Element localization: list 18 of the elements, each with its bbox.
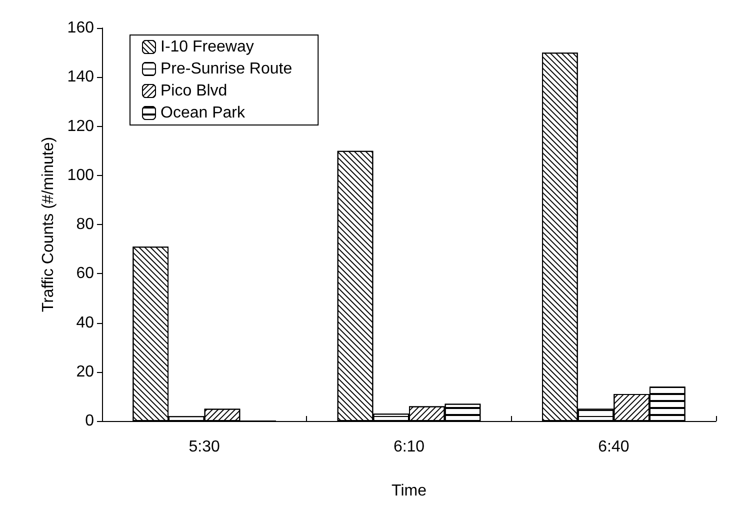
legend-label: I-10 Freeway [160, 38, 254, 56]
y-tick-label: 0 [85, 412, 94, 430]
y-axis-title: Traffic Counts (#/minute) [40, 136, 57, 312]
legend-label: Pico Blvd [160, 82, 228, 100]
y-tick-label: 120 [67, 118, 94, 135]
y-tick-label: 140 [67, 68, 94, 86]
x-axis-title: Time [392, 482, 427, 500]
x-tick-label: 6:10 [393, 438, 425, 456]
legend-label: Pre-Sunrise Route [160, 60, 292, 78]
y-tick-label: 160 [67, 20, 94, 36]
y-tick-label: 60 [76, 265, 94, 282]
y-tick-label: 20 [76, 363, 94, 380]
y-tick-label: 80 [76, 216, 94, 233]
x-tick-label: 5:30 [188, 438, 220, 456]
legend-label: Ocean Park [160, 104, 246, 122]
x-tick-label: 6:40 [598, 438, 630, 456]
y-tick-label: 100 [67, 166, 94, 184]
y-tick-label: 40 [76, 314, 94, 332]
